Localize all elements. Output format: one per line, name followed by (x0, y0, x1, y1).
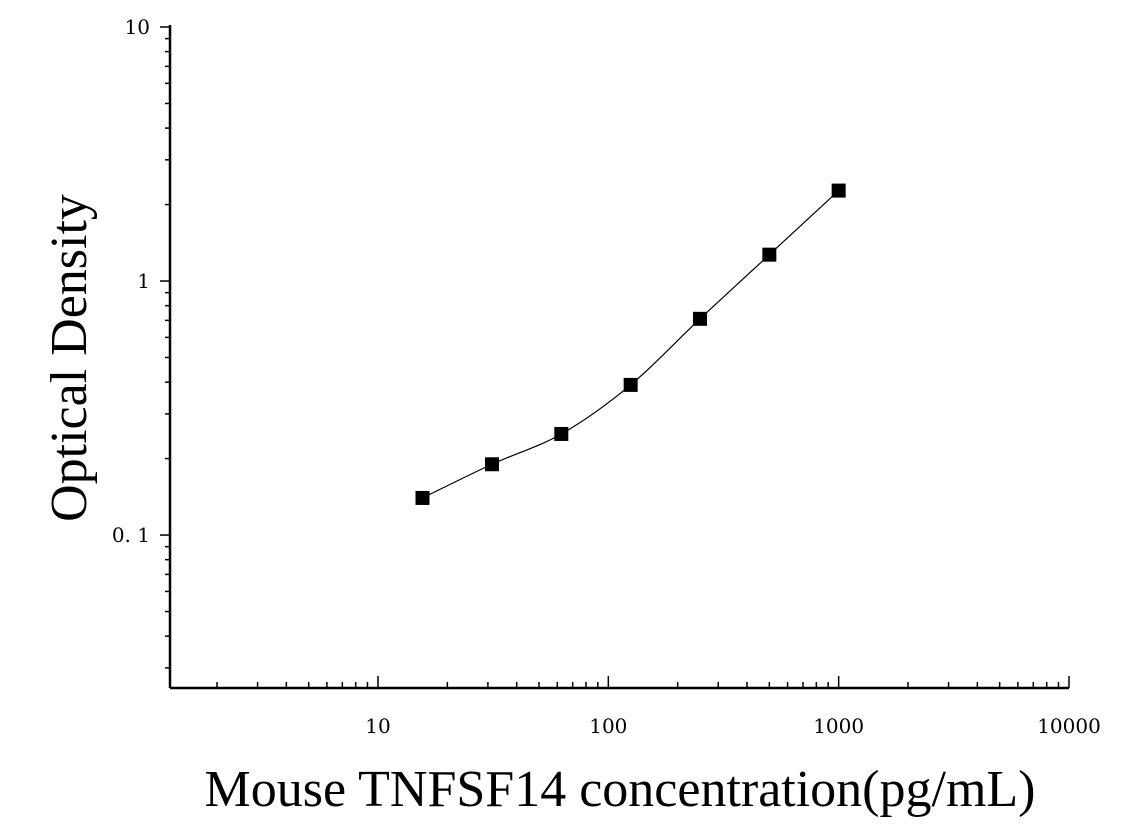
data-point (692, 311, 707, 326)
axes (168, 25, 1069, 690)
x-ticks: 10 100 1000 10000 (216, 676, 1101, 738)
x-axis-title: Mouse TNFSF14 concentration(pg/mL) (205, 761, 1036, 818)
y-ticks: 0. 1 1 10 (112, 15, 170, 669)
data-point (762, 247, 777, 262)
y-tick-label: 1 (137, 269, 150, 293)
x-tick-label: 10 (365, 714, 390, 738)
data-point (415, 490, 430, 505)
data-point (554, 426, 569, 441)
y-tick-label: 0. 1 (112, 523, 150, 547)
x-tick-label: 1000 (813, 714, 864, 738)
data-point (623, 377, 638, 392)
x-tick-label: 100 (589, 714, 627, 738)
y-axis-title: Optical Density (41, 194, 98, 522)
data-point (831, 183, 846, 198)
x-tick-label: 10000 (1037, 714, 1101, 738)
data-points (415, 183, 846, 505)
fit-curve (422, 190, 840, 499)
data-point (484, 457, 499, 472)
y-tick-label: 10 (125, 15, 150, 39)
